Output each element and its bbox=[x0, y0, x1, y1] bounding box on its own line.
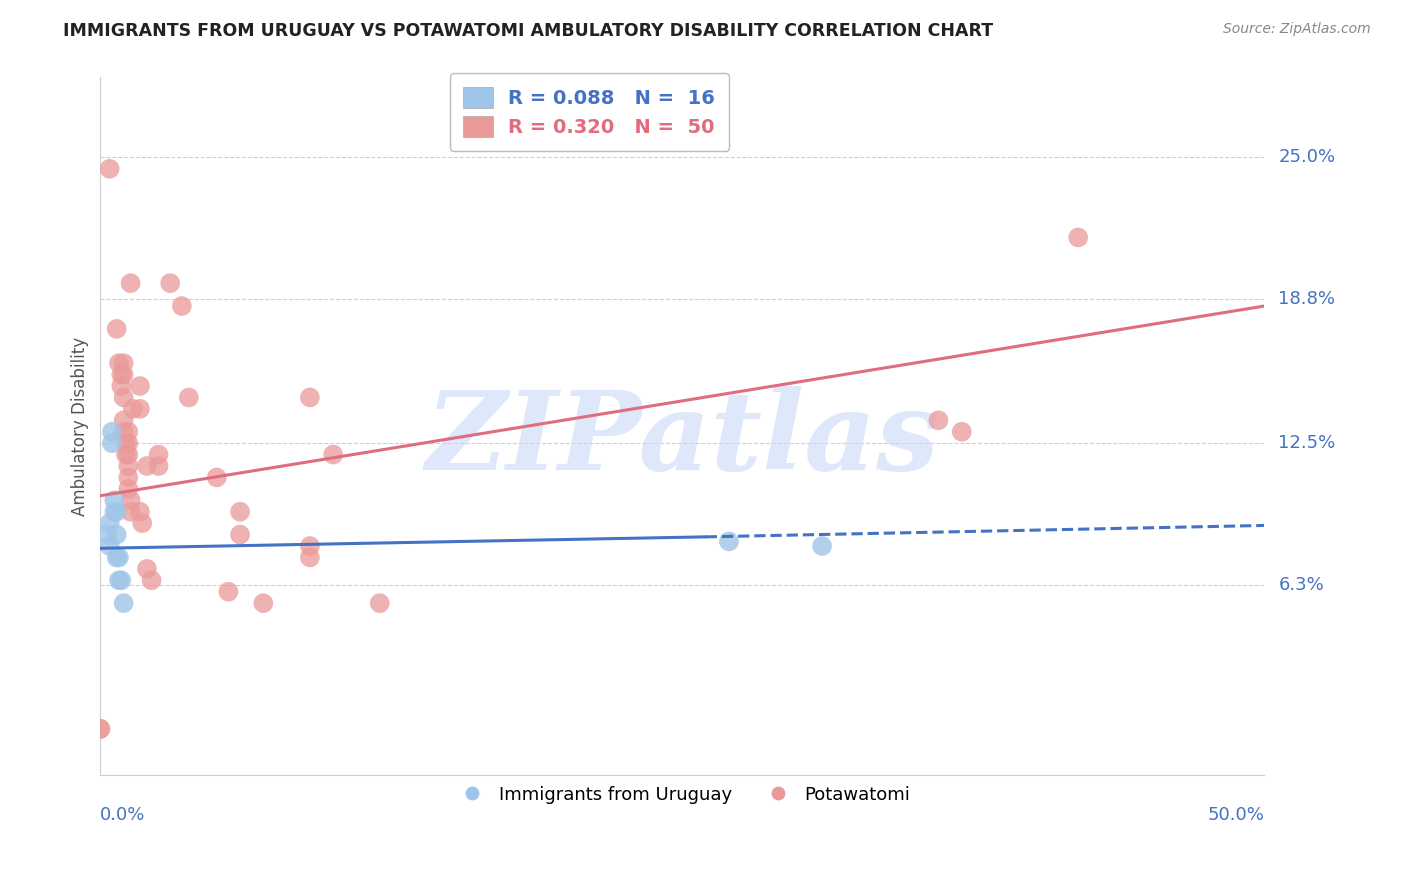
Point bbox=[101, 425, 124, 439]
Point bbox=[131, 516, 153, 530]
Text: 50.0%: 50.0% bbox=[1208, 806, 1264, 824]
Point bbox=[108, 356, 131, 370]
Point bbox=[117, 458, 139, 473]
Point bbox=[298, 391, 321, 405]
Point bbox=[112, 391, 135, 405]
Point bbox=[103, 505, 125, 519]
Point bbox=[927, 413, 949, 427]
Point bbox=[252, 596, 274, 610]
Point bbox=[112, 596, 135, 610]
Point bbox=[110, 379, 132, 393]
Point bbox=[112, 368, 135, 382]
Point bbox=[101, 436, 124, 450]
Text: IMMIGRANTS FROM URUGUAY VS POTAWATOMI AMBULATORY DISABILITY CORRELATION CHART: IMMIGRANTS FROM URUGUAY VS POTAWATOMI AM… bbox=[63, 22, 994, 40]
Point bbox=[129, 401, 152, 416]
Point bbox=[322, 448, 344, 462]
Point bbox=[148, 448, 170, 462]
Point bbox=[112, 356, 135, 370]
Point bbox=[298, 550, 321, 565]
Point bbox=[115, 436, 138, 450]
Y-axis label: Ambulatory Disability: Ambulatory Disability bbox=[72, 336, 89, 516]
Text: 25.0%: 25.0% bbox=[1278, 148, 1336, 167]
Point bbox=[117, 448, 139, 462]
Point bbox=[148, 458, 170, 473]
Point bbox=[110, 368, 132, 382]
Point bbox=[229, 505, 252, 519]
Point bbox=[368, 596, 391, 610]
Point bbox=[98, 539, 121, 553]
Point bbox=[96, 527, 118, 541]
Point bbox=[120, 276, 142, 290]
Text: ZIPatlas: ZIPatlas bbox=[426, 386, 939, 493]
Point bbox=[112, 413, 135, 427]
Point bbox=[98, 516, 121, 530]
Point bbox=[120, 505, 142, 519]
Point bbox=[217, 584, 239, 599]
Point bbox=[122, 401, 145, 416]
Point bbox=[108, 574, 131, 588]
Point bbox=[110, 574, 132, 588]
Point bbox=[229, 527, 252, 541]
Point bbox=[811, 539, 834, 553]
Point bbox=[135, 458, 157, 473]
Point bbox=[98, 161, 121, 176]
Point bbox=[120, 493, 142, 508]
Legend: Immigrants from Uruguay, Potawatomi: Immigrants from Uruguay, Potawatomi bbox=[447, 779, 918, 811]
Point bbox=[117, 482, 139, 496]
Point bbox=[117, 470, 139, 484]
Point bbox=[950, 425, 973, 439]
Point bbox=[105, 550, 128, 565]
Point bbox=[108, 550, 131, 565]
Point bbox=[115, 448, 138, 462]
Point bbox=[117, 436, 139, 450]
Text: 6.3%: 6.3% bbox=[1278, 576, 1324, 594]
Point bbox=[103, 493, 125, 508]
Point bbox=[105, 505, 128, 519]
Point bbox=[89, 722, 111, 736]
Text: 0.0%: 0.0% bbox=[100, 806, 146, 824]
Point bbox=[112, 425, 135, 439]
Point bbox=[141, 574, 163, 588]
Text: 18.8%: 18.8% bbox=[1278, 290, 1336, 308]
Point bbox=[105, 322, 128, 336]
Point bbox=[298, 539, 321, 553]
Point bbox=[117, 425, 139, 439]
Point bbox=[129, 505, 152, 519]
Point bbox=[177, 391, 200, 405]
Point bbox=[170, 299, 193, 313]
Point bbox=[89, 722, 111, 736]
Point bbox=[205, 470, 228, 484]
Point bbox=[129, 379, 152, 393]
Point bbox=[135, 562, 157, 576]
Point bbox=[717, 534, 740, 549]
Point bbox=[1067, 230, 1090, 244]
Point bbox=[159, 276, 181, 290]
Text: 12.5%: 12.5% bbox=[1278, 434, 1336, 452]
Text: Source: ZipAtlas.com: Source: ZipAtlas.com bbox=[1223, 22, 1371, 37]
Point bbox=[105, 527, 128, 541]
